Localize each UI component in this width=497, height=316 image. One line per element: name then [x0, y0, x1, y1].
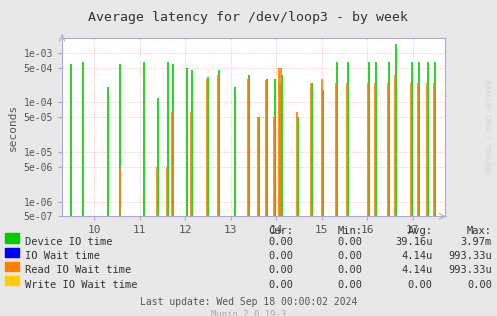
Text: Cur:: Cur:	[268, 226, 293, 236]
Text: Write IO Wait time: Write IO Wait time	[25, 280, 137, 290]
Text: Read IO Wait time: Read IO Wait time	[25, 265, 131, 276]
Text: Avg:: Avg:	[408, 226, 432, 236]
Text: 39.16u: 39.16u	[395, 237, 432, 247]
Text: 0.00: 0.00	[338, 251, 363, 261]
Text: Max:: Max:	[467, 226, 492, 236]
Text: 0.00: 0.00	[268, 251, 293, 261]
Text: 4.14u: 4.14u	[401, 265, 432, 276]
Text: Average latency for /dev/loop3 - by week: Average latency for /dev/loop3 - by week	[88, 11, 409, 24]
Text: 3.97m: 3.97m	[461, 237, 492, 247]
Text: 0.00: 0.00	[268, 280, 293, 290]
Text: Min:: Min:	[338, 226, 363, 236]
Text: 993.33u: 993.33u	[448, 251, 492, 261]
Text: IO Wait time: IO Wait time	[25, 251, 100, 261]
Text: 993.33u: 993.33u	[448, 265, 492, 276]
Text: 0.00: 0.00	[467, 280, 492, 290]
Text: 0.00: 0.00	[268, 265, 293, 276]
Text: RRDTOOL / TOBI OETIKER: RRDTOOL / TOBI OETIKER	[487, 80, 493, 173]
Text: Last update: Wed Sep 18 00:00:02 2024: Last update: Wed Sep 18 00:00:02 2024	[140, 297, 357, 307]
Text: 0.00: 0.00	[338, 280, 363, 290]
Text: Munin 2.0.19-3: Munin 2.0.19-3	[211, 310, 286, 316]
Text: 0.00: 0.00	[408, 280, 432, 290]
Y-axis label: seconds: seconds	[8, 104, 18, 151]
Text: 0.00: 0.00	[338, 237, 363, 247]
Text: 4.14u: 4.14u	[401, 251, 432, 261]
Text: 0.00: 0.00	[268, 237, 293, 247]
Text: Device IO time: Device IO time	[25, 237, 112, 247]
Text: 0.00: 0.00	[338, 265, 363, 276]
